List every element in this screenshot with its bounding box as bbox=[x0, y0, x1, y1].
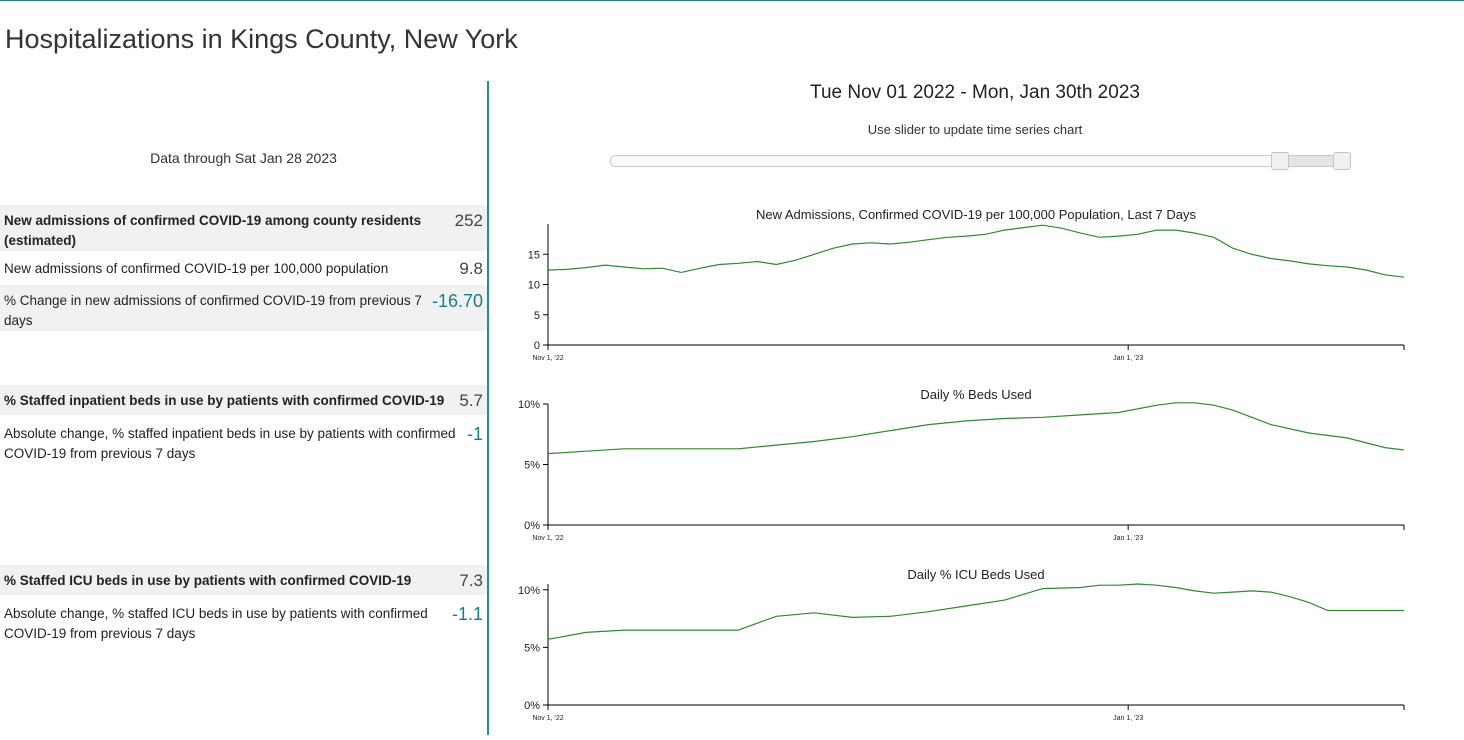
series-line bbox=[547, 402, 1405, 455]
y-tick-label: 5 bbox=[534, 310, 540, 322]
stat-value: -1 bbox=[466, 424, 483, 444]
stat-label: % Staffed inpatient beds in use by patie… bbox=[4, 393, 445, 408]
stat-label: New admissions of confirmed COVID-19 per… bbox=[4, 261, 389, 276]
data-through-date: Data through Sat Jan 28 2023 bbox=[150, 150, 337, 166]
chart-new-admissions: New Admissions, Confirmed COVID-19 per 1… bbox=[528, 207, 1405, 362]
y-tick-label: 10% bbox=[518, 585, 540, 597]
x-tick-label: Nov 1, '22 bbox=[532, 535, 563, 542]
panel-divider bbox=[487, 81, 489, 735]
chart-title: Daily % ICU Beds Used bbox=[907, 567, 1044, 582]
stat-row-inpatient-beds: % Staffed inpatient beds in use by patie… bbox=[0, 385, 487, 415]
stat-row-inpatient-beds-change: Absolute change, % staffed inpatient bed… bbox=[0, 418, 487, 462]
chart-beds-used: Daily % Beds Used 0% 5% 10% Nov 1, '22 Jan 1,… bbox=[518, 387, 1405, 542]
date-range-title: Tue Nov 01 2022 - Mon, Jan 30th 2023 bbox=[810, 82, 1140, 103]
stat-label: Absolute change, % staffed ICU beds in u… bbox=[4, 606, 428, 641]
x-tick-label: Jan 1, '23 bbox=[1113, 715, 1143, 722]
stat-value: -16.70 bbox=[431, 291, 483, 311]
y-tick-label: 0% bbox=[524, 700, 540, 712]
stat-value: -1.1 bbox=[451, 604, 483, 624]
stat-value: 7.3 bbox=[459, 571, 483, 590]
stat-row-icu-beds: % Staffed ICU beds in use by patients wi… bbox=[0, 565, 487, 595]
top-rule bbox=[0, 0, 1464, 1]
y-tick-label: 15 bbox=[528, 249, 540, 261]
chart-panel: Tue Nov 01 2022 - Mon, Jan 30th 2023 Use… bbox=[489, 0, 1464, 735]
chart-title: New Admissions, Confirmed COVID-19 per 1… bbox=[756, 207, 1197, 222]
y-tick-label: 5% bbox=[524, 642, 540, 654]
y-tick-label: 10% bbox=[518, 399, 540, 411]
y-tick-label: 0% bbox=[524, 520, 540, 532]
chart-icu-beds-used: Daily % ICU Beds Used 0% 5% 10% Nov 1, '22 Ja… bbox=[518, 567, 1405, 722]
stat-row-admissions-change: % Change in new admissions of confirmed … bbox=[0, 285, 487, 331]
series-line bbox=[547, 224, 1405, 278]
x-tick-label: Nov 1, '22 bbox=[532, 715, 563, 722]
chart-title: Daily % Beds Used bbox=[920, 387, 1031, 402]
y-tick-label: 10 bbox=[528, 280, 540, 292]
stat-value: 5.7 bbox=[459, 391, 483, 410]
stat-label: Absolute change, % staffed inpatient bed… bbox=[4, 426, 456, 461]
x-tick-label: Nov 1, '22 bbox=[532, 355, 563, 362]
stat-row-icu-beds-change: Absolute change, % staffed ICU beds in u… bbox=[0, 598, 487, 642]
stat-row-admissions-per-100k: New admissions of confirmed COVID-19 per… bbox=[0, 253, 487, 283]
slider-end-handle[interactable] bbox=[1332, 152, 1351, 170]
series-line bbox=[547, 583, 1404, 640]
stat-value: 252 bbox=[454, 211, 483, 230]
x-tick-label: Jan 1, '23 bbox=[1113, 355, 1143, 362]
stat-value: 9.8 bbox=[459, 259, 483, 278]
slider-start-handle[interactable] bbox=[1271, 152, 1290, 170]
slider-hint: Use slider to update time series chart bbox=[867, 122, 1083, 137]
page-title: Hospitalizations in Kings County, New Yo… bbox=[5, 24, 518, 54]
stat-label: New admissions of confirmed COVID-19 amo… bbox=[4, 213, 422, 248]
stat-label: % Staffed ICU beds in use by patients wi… bbox=[4, 573, 412, 588]
slider-selected-range[interactable] bbox=[1280, 156, 1342, 166]
stat-label: % Change in new admissions of confirmed … bbox=[4, 293, 422, 328]
y-tick-label: 5% bbox=[524, 460, 540, 472]
y-tick-label: 0 bbox=[534, 340, 540, 352]
stat-row-new-admissions: New admissions of confirmed COVID-19 amo… bbox=[0, 205, 487, 251]
summary-panel: Data through Sat Jan 28 2023 New admissi… bbox=[0, 0, 487, 735]
date-range-slider[interactable] bbox=[610, 155, 1350, 167]
x-tick-label: Jan 1, '23 bbox=[1113, 535, 1143, 542]
